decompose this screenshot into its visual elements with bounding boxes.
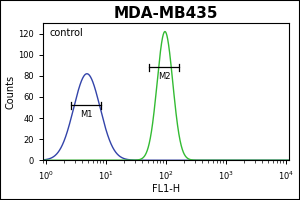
- Title: MDA-MB435: MDA-MB435: [114, 6, 218, 21]
- X-axis label: FL1-H: FL1-H: [152, 184, 180, 194]
- Text: M2: M2: [158, 72, 171, 81]
- Text: M1: M1: [80, 110, 93, 119]
- Y-axis label: Counts: Counts: [6, 75, 16, 109]
- Text: control: control: [49, 28, 83, 38]
